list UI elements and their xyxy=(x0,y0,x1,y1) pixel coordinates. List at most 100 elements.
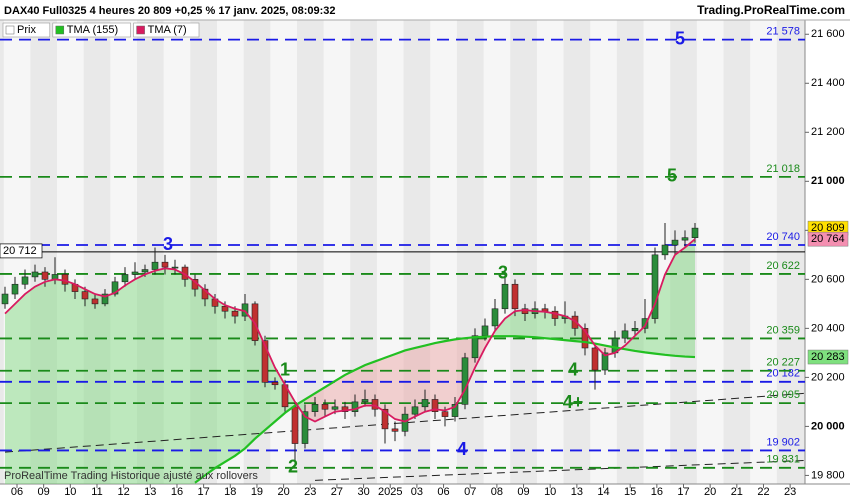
candle-body xyxy=(111,281,119,295)
candle-body xyxy=(11,283,19,295)
area-fill xyxy=(65,280,75,484)
candle-body xyxy=(621,330,629,339)
area-fill xyxy=(555,313,565,341)
candle-body xyxy=(591,347,599,371)
x-tick-label: 16 xyxy=(651,486,663,498)
x-tick-label: 23 xyxy=(304,486,316,498)
candle-body xyxy=(361,399,369,403)
candle-body xyxy=(511,283,519,310)
area-fill xyxy=(75,284,85,484)
x-tick-label: 23 xyxy=(784,486,796,498)
candle-body xyxy=(221,306,229,312)
area-fill xyxy=(625,335,635,351)
candle-body xyxy=(331,406,339,410)
x-tick-label: 27 xyxy=(331,486,343,498)
candle-body xyxy=(651,254,659,319)
tma-line xyxy=(4,238,696,423)
level-label: 20 359 xyxy=(766,324,800,336)
area-fill xyxy=(145,270,155,484)
x-tick-label: 07 xyxy=(464,486,476,498)
x-tick-label: 09 xyxy=(38,486,50,498)
candle-body xyxy=(291,406,299,444)
area-fill xyxy=(135,274,145,484)
area-fill xyxy=(245,311,255,449)
wave-label: 4+ xyxy=(563,392,584,412)
x-tick-label: 13 xyxy=(144,486,156,498)
area-fill xyxy=(15,294,25,484)
candle-body xyxy=(491,308,499,327)
legend-swatch xyxy=(136,25,145,35)
candle-body xyxy=(351,401,359,412)
level-label: 20 227 xyxy=(766,357,800,369)
wave-label: 5 xyxy=(675,28,685,48)
candle-body xyxy=(471,335,479,359)
legend-label: TMA (7) xyxy=(148,24,187,36)
legend-swatch xyxy=(55,25,65,35)
candle-body xyxy=(31,271,39,278)
wave-label: 4 xyxy=(457,439,467,459)
area-fill xyxy=(355,365,365,410)
candle-body xyxy=(21,276,29,285)
header-site: Trading.ProRealTime.com xyxy=(697,3,845,17)
level-label: 21 018 xyxy=(766,163,800,175)
wave-label: 3 xyxy=(498,263,508,283)
wave-label: 3 xyxy=(163,234,173,254)
legend-box xyxy=(52,22,131,38)
x-tick-label: 06 xyxy=(437,486,449,498)
x-tick-label: 17 xyxy=(197,486,209,498)
level-label: 20 095 xyxy=(766,389,800,401)
candle-body xyxy=(1,293,9,305)
candle-body xyxy=(681,237,689,241)
x-tick-label: 20 xyxy=(704,486,716,498)
area-fill xyxy=(425,343,435,412)
x-tick-label: 17 xyxy=(677,486,689,498)
candle-body xyxy=(41,271,49,280)
level-label: 20 182 xyxy=(766,368,800,380)
area-fill xyxy=(85,289,95,484)
area-fill xyxy=(175,269,185,484)
candle-body xyxy=(601,352,609,371)
area-fill xyxy=(685,239,695,358)
candle-body xyxy=(61,274,69,285)
candle-body xyxy=(481,325,489,337)
candle-body xyxy=(261,340,269,383)
area-fill xyxy=(675,247,685,357)
x-tick-label: 12 xyxy=(118,486,130,498)
candle-body xyxy=(91,298,99,305)
legend-label: TMA (155) xyxy=(67,24,118,36)
candle-body xyxy=(81,291,89,300)
candle-body xyxy=(391,428,399,432)
area-fill xyxy=(185,274,195,484)
legend-box xyxy=(133,22,200,38)
legend-label: Prix xyxy=(17,24,36,36)
y-tick-label: 20 200 xyxy=(811,371,845,383)
x-tick-label: 08 xyxy=(491,486,503,498)
area-fill xyxy=(395,350,405,422)
y-tick-label: 21 000 xyxy=(811,175,845,187)
area-fill xyxy=(205,290,215,476)
area-fill xyxy=(655,274,665,355)
candle-body xyxy=(171,266,179,269)
candle-body xyxy=(691,227,699,238)
x-tick-label: 2025 xyxy=(378,486,402,498)
area-fill xyxy=(435,341,445,411)
last-line-box xyxy=(0,243,43,259)
candle-body xyxy=(451,404,459,417)
area-fill xyxy=(635,325,645,353)
area-fill xyxy=(665,254,675,356)
area-fill xyxy=(165,268,175,484)
x-tick-label: 22 xyxy=(757,486,769,498)
y-tick-label: 20 000 xyxy=(811,420,845,432)
area-fill xyxy=(445,339,455,411)
price-tag xyxy=(807,349,849,365)
candle-body xyxy=(161,261,169,268)
candle-body xyxy=(581,328,589,349)
candle-body xyxy=(271,381,279,386)
candle-body xyxy=(151,261,159,270)
price-tag-label: 20 764 xyxy=(811,233,845,245)
legend-box xyxy=(2,22,51,38)
candle-body xyxy=(441,411,449,417)
y-tick-label: 21 600 xyxy=(811,28,845,40)
x-tick-label: 18 xyxy=(224,486,236,498)
